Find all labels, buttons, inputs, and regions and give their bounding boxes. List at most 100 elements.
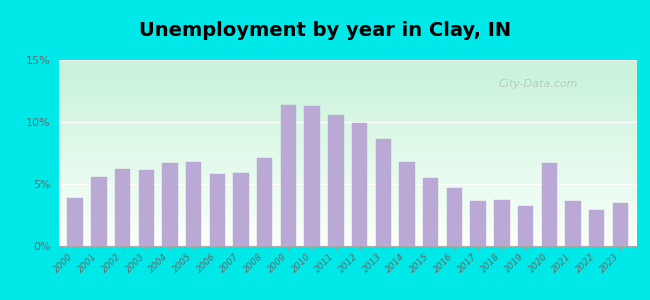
Bar — [58, 92, 637, 93]
Bar — [58, 202, 637, 203]
Bar — [447, 188, 462, 246]
Bar — [613, 202, 628, 246]
Bar — [58, 145, 637, 146]
Bar — [58, 219, 637, 220]
Bar — [58, 239, 637, 240]
Bar — [58, 186, 637, 187]
Bar — [58, 192, 637, 193]
Bar — [58, 98, 637, 99]
Bar — [58, 136, 637, 137]
Bar — [58, 128, 637, 129]
Bar — [58, 163, 637, 164]
Bar — [58, 243, 637, 244]
Bar — [58, 212, 637, 213]
Bar — [518, 206, 533, 246]
Bar — [58, 228, 637, 229]
Bar — [58, 177, 637, 178]
Bar — [58, 201, 637, 202]
Bar — [58, 203, 637, 204]
Bar — [186, 162, 202, 246]
Bar — [58, 118, 637, 119]
Bar — [58, 198, 637, 199]
Bar — [58, 241, 637, 242]
Bar — [58, 142, 637, 143]
Bar — [58, 173, 637, 174]
Bar — [58, 232, 637, 233]
Bar — [58, 197, 637, 198]
Bar — [58, 146, 637, 147]
Bar — [58, 200, 637, 201]
Bar — [58, 122, 637, 123]
Bar — [58, 60, 637, 61]
Bar — [58, 121, 637, 122]
Bar — [58, 134, 637, 135]
Bar — [58, 137, 637, 138]
Bar — [138, 170, 154, 246]
Bar — [589, 210, 604, 246]
Bar — [58, 147, 637, 148]
Bar — [494, 200, 510, 246]
Bar — [58, 157, 637, 158]
Bar — [352, 123, 367, 246]
Bar — [58, 238, 637, 239]
Bar — [58, 116, 637, 117]
Bar — [210, 174, 225, 246]
Bar — [58, 231, 637, 232]
Bar — [58, 132, 637, 133]
Bar — [58, 113, 637, 114]
Bar — [58, 215, 637, 216]
Bar — [58, 97, 637, 98]
Bar — [58, 174, 637, 175]
Bar — [257, 158, 272, 246]
Bar — [58, 176, 637, 177]
Bar — [58, 111, 637, 112]
Bar — [58, 108, 637, 109]
Bar — [58, 220, 637, 221]
Bar — [58, 170, 637, 171]
Bar — [376, 140, 391, 246]
Bar — [58, 103, 637, 104]
Bar — [58, 187, 637, 188]
Bar — [58, 84, 637, 85]
Bar — [58, 90, 637, 91]
Bar — [58, 179, 637, 180]
Bar — [58, 160, 637, 161]
Bar — [58, 234, 637, 235]
Bar — [58, 242, 637, 243]
Bar — [58, 205, 637, 206]
Bar — [58, 167, 637, 168]
Bar — [58, 151, 637, 152]
Bar — [58, 125, 637, 126]
Bar — [58, 221, 637, 222]
Bar — [58, 69, 637, 70]
Bar — [58, 148, 637, 149]
Bar — [58, 124, 637, 125]
Bar — [58, 195, 637, 196]
Bar — [58, 140, 637, 141]
Bar — [58, 115, 637, 116]
Bar — [58, 211, 637, 212]
Bar — [281, 105, 296, 246]
Bar — [58, 96, 637, 97]
Bar — [58, 72, 637, 73]
Bar — [58, 152, 637, 153]
Bar — [58, 81, 637, 82]
Bar — [58, 62, 637, 63]
Bar — [58, 240, 637, 241]
Bar — [58, 185, 637, 186]
Bar — [58, 68, 637, 69]
Bar — [58, 120, 637, 121]
Bar — [58, 193, 637, 194]
Bar — [58, 155, 637, 156]
Bar — [58, 74, 637, 75]
Bar — [58, 218, 637, 219]
Bar — [58, 70, 637, 71]
Bar — [58, 180, 637, 181]
Bar — [91, 177, 107, 246]
Bar — [58, 130, 637, 131]
Bar — [115, 169, 130, 246]
Bar — [58, 190, 637, 191]
Bar — [58, 225, 637, 226]
Bar — [58, 88, 637, 89]
Bar — [58, 117, 637, 118]
